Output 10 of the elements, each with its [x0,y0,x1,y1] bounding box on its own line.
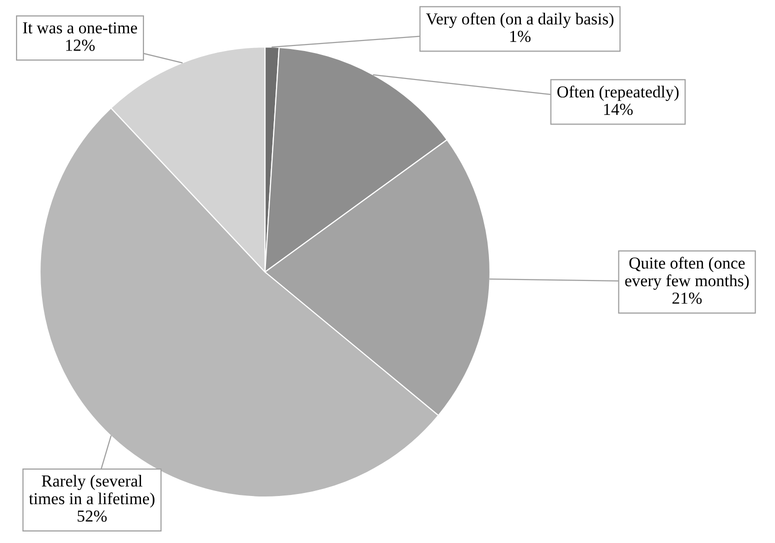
data-label: 12% [66,40,95,51]
slice-label: It was a one-time [22,22,138,34]
slice-label: Rarely (several times in a lifetime) [28,474,154,508]
data-label: 1% [510,30,531,42]
slice-label: Very often (on a daily basis) [426,12,614,28]
slice-label: Often (repeatedly) [557,86,679,101]
data-label: 21% [672,292,702,304]
data-label: 14% [604,104,633,116]
slice-label: Quite often (once every few months) [625,256,749,290]
data-label: 52% [78,510,107,522]
